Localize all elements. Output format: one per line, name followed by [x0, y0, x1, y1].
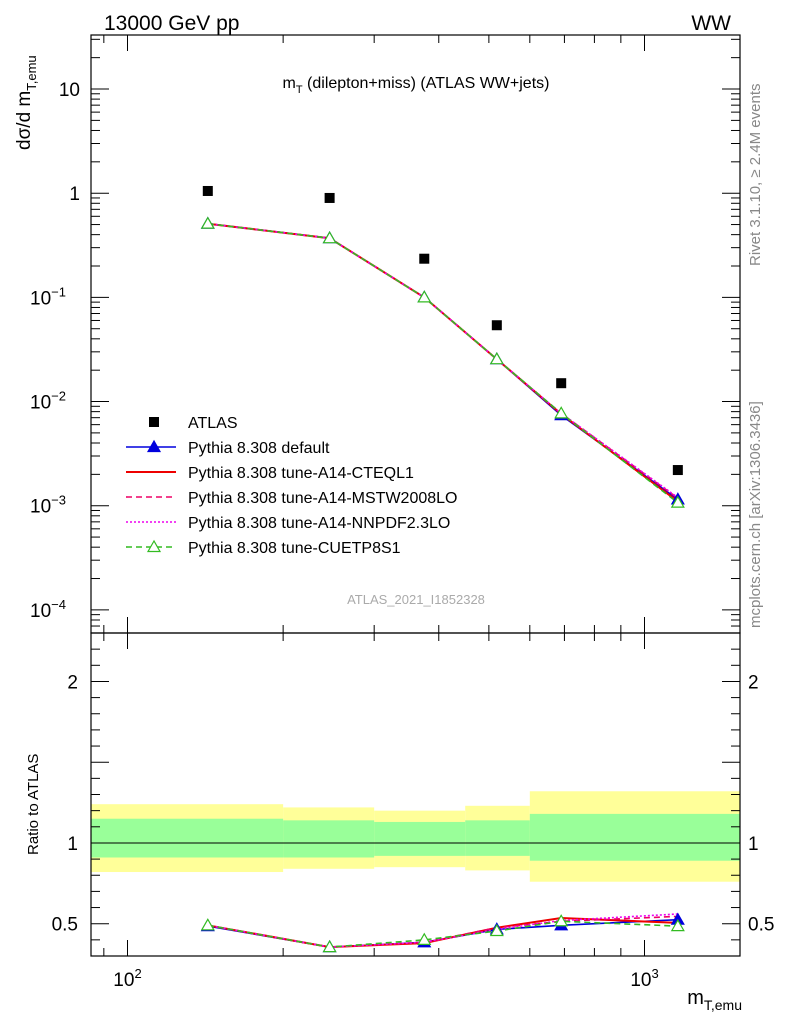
ratio-y-tick-label-left: 0.5 — [52, 915, 78, 936]
y-tick-label: 10−2 — [30, 389, 66, 414]
atlas-data-point — [556, 378, 567, 389]
main-point-series-5 — [200, 216, 215, 229]
ratio-uncertainty-bands — [91, 791, 740, 882]
main-point-series-5 — [417, 290, 432, 303]
ratio-line-series-4 — [207, 920, 678, 948]
y-tick-label: 10 — [59, 80, 80, 101]
y-tick-label: 10−3 — [30, 493, 66, 518]
legend-marker-atlas — [149, 417, 159, 427]
y-tick-label: 10−4 — [30, 597, 66, 622]
ratio-band-inner-1 — [283, 820, 375, 858]
legend-label-4: Pythia 8.308 tune-A14-NNPDF2.3LO — [188, 515, 450, 532]
x-axis-label: mT,emu — [687, 987, 742, 1013]
legend-label-3: Pythia 8.308 tune-A14-MSTW2008LO — [188, 490, 457, 507]
legend-marker-1 — [146, 439, 162, 453]
ratio-band-inner-0 — [91, 818, 284, 858]
ratio-band-inner-2 — [374, 821, 466, 856]
ratio-y-tick-label-right: 0.5 — [748, 915, 774, 936]
ratio-band-inner-4 — [529, 813, 740, 861]
ratio-point-series-4 — [489, 923, 504, 937]
atlas-data-point — [672, 465, 683, 476]
main-point-series-5 — [322, 230, 337, 244]
ratio-point-series-4 — [417, 932, 432, 945]
main-series-lines — [207, 222, 679, 504]
main-y-axis-label: dσ/d mT,emu — [14, 55, 39, 150]
source-label: mcplots.cern.ch [arXiv:1306.3436] — [747, 401, 764, 628]
main-point-series-5 — [670, 495, 685, 508]
main-line-series-5 — [207, 222, 679, 504]
atlas-data-point — [202, 185, 213, 196]
legend-label-1: Pythia 8.308 default — [188, 440, 330, 457]
ratio-band-inner-3 — [465, 820, 530, 856]
ratio-y-tick-label-right: 1 — [748, 834, 759, 855]
ratio-y-tick-label-left: 1 — [67, 834, 78, 855]
legend-label-0: ATLAS — [188, 415, 238, 432]
energy-label: 13000 GeV pp — [104, 12, 239, 35]
ratio-point-series-4 — [200, 918, 215, 931]
main-line-series-2 — [207, 222, 679, 503]
watermark: ATLAS_2021_I1852328 — [347, 592, 485, 607]
y-tick-label: 1 — [69, 184, 80, 205]
main-series-points — [200, 185, 685, 508]
ratio-point-series-4 — [554, 914, 569, 927]
main-point-series-5 — [489, 351, 504, 365]
main-title: mT (dilepton+miss) (ATLAS WW+jets) — [283, 75, 550, 96]
main-point-series-5 — [554, 406, 569, 419]
legend: ATLAS Pythia 8.308 default Pythia 8.308 tu… — [126, 415, 457, 557]
x-tick-label: 103 — [630, 966, 658, 991]
main-line-series-3 — [207, 222, 679, 499]
process-label: WW — [691, 12, 731, 35]
ratio-y-tick-label-left: 2 — [67, 672, 78, 693]
atlas-data-point — [324, 192, 335, 203]
ratio-line-series-2 — [207, 915, 678, 948]
ratio-point-series-4 — [322, 939, 337, 953]
legend-label-2: Pythia 8.308 tune-A14-CTEQL1 — [188, 465, 414, 482]
rivet-version-label: Rivet 3.1.10, ≥ 2.4M events — [747, 84, 764, 267]
main-line-series-1 — [207, 222, 679, 501]
atlas-data-point — [491, 320, 502, 331]
ratio-series-lines — [207, 913, 678, 949]
ratio-series-points — [200, 912, 685, 953]
ratio-y-tick-label-right: 2 — [748, 672, 759, 693]
y-tick-label: 10−1 — [30, 284, 66, 309]
x-tick-label: 102 — [113, 966, 141, 991]
legend-label-5: Pythia 8.308 tune-CUETP8S1 — [188, 540, 401, 557]
ratio-line-series-3 — [207, 913, 678, 948]
legend-marker-5 — [146, 539, 162, 553]
atlas-data-point — [419, 253, 430, 264]
ratio-point-series-4 — [670, 918, 685, 932]
ratio-y-axis-label: Ratio to ATLAS — [25, 754, 42, 855]
